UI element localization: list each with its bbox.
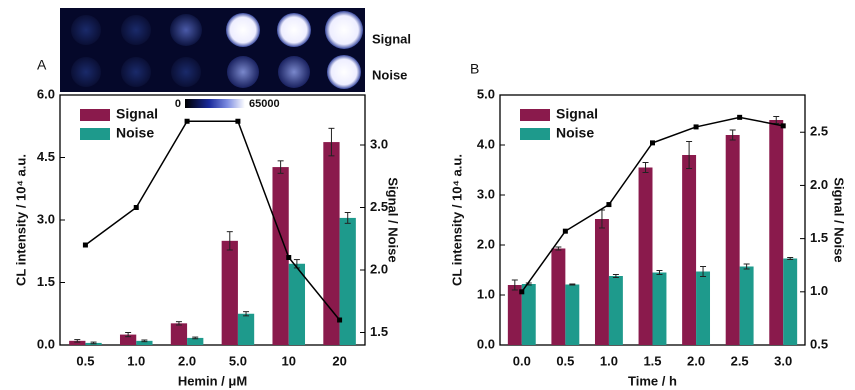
legend-label: Noise xyxy=(116,125,154,141)
x-tick-label: 0.5 xyxy=(556,353,574,368)
x-tick-label: 20 xyxy=(332,353,346,368)
legend-label: Signal xyxy=(556,106,598,122)
heatmap-image xyxy=(60,8,365,92)
y-tick-label: 0.0 xyxy=(477,336,495,351)
marker xyxy=(134,205,139,210)
y-tick-label: 1.0 xyxy=(477,286,495,301)
y-axis-title: CL intensity / 10⁴ a.u. xyxy=(449,154,464,286)
x-tick-label: 10 xyxy=(282,353,296,368)
y2-tick-label: 2.5 xyxy=(810,124,828,139)
bar xyxy=(769,120,783,345)
y-tick-label: 4.0 xyxy=(477,136,495,151)
x-tick-label: 5.0 xyxy=(229,353,247,368)
y2-tick-label: 3.0 xyxy=(370,136,388,151)
image-row-label: Noise xyxy=(372,67,407,82)
bar xyxy=(653,273,667,346)
x-tick-label: 1.0 xyxy=(127,353,145,368)
bar xyxy=(682,155,696,345)
legend-swatch xyxy=(80,109,110,121)
x-axis-title: Time / h xyxy=(628,373,677,388)
bar xyxy=(783,259,797,346)
x-tick-label: 3.0 xyxy=(774,353,792,368)
legend-swatch xyxy=(520,128,550,140)
error-bar xyxy=(569,284,575,285)
bar xyxy=(740,267,754,346)
bar xyxy=(639,168,653,346)
error-bar xyxy=(176,322,182,325)
y2-tick-label: 2.0 xyxy=(370,261,388,276)
y-tick-label: 6.0 xyxy=(37,86,55,101)
y2-tick-label: 2.0 xyxy=(810,177,828,192)
y2-tick-label: 2.5 xyxy=(370,199,388,214)
marker xyxy=(286,255,291,260)
colorbar-max: 65000 xyxy=(249,98,280,110)
y-tick-label: 0.0 xyxy=(37,336,55,351)
y2-tick-label: 1.0 xyxy=(810,283,828,298)
legend-swatch xyxy=(80,128,110,140)
y2-tick-label: 0.5 xyxy=(810,336,828,351)
y-tick-label: 1.5 xyxy=(37,274,55,289)
marker xyxy=(563,229,568,234)
bar xyxy=(551,249,565,346)
y2-axis-title: Signal / Noise xyxy=(832,177,847,262)
bar xyxy=(565,285,579,346)
colorbar xyxy=(185,99,245,108)
x-tick-label: 0.0 xyxy=(513,353,531,368)
bar xyxy=(171,323,187,345)
marker xyxy=(337,318,342,323)
colorbar-min: 0 xyxy=(175,98,181,110)
figure: 0 65000 Signal Noise A B 0.0 1.5 3.0 4.5 6.0… xyxy=(0,0,855,390)
bar xyxy=(609,276,623,345)
y-tick-label: 3.0 xyxy=(477,186,495,201)
marker xyxy=(781,123,786,128)
y2-axis-title: Signal / Noise xyxy=(386,177,401,262)
y-tick-label: 2.0 xyxy=(477,236,495,251)
bar xyxy=(323,142,339,345)
bar xyxy=(238,314,254,345)
x-tick-label: 1.0 xyxy=(600,353,618,368)
bar xyxy=(340,218,356,345)
y-tick-label: 5.0 xyxy=(477,86,495,101)
error-bar xyxy=(141,340,147,342)
bar xyxy=(726,135,740,345)
x-tick-label: 1.5 xyxy=(643,353,661,368)
y-axis-title: CL intensity / 10⁴ a.u. xyxy=(13,154,28,286)
panel-label: A xyxy=(37,57,47,73)
marker xyxy=(650,140,655,145)
marker xyxy=(737,115,742,120)
marker xyxy=(519,289,524,294)
marker xyxy=(694,124,699,129)
image-row-label: Signal xyxy=(372,31,411,46)
x-tick-label: 2.5 xyxy=(731,353,749,368)
bar xyxy=(696,272,710,346)
x-tick-label: 2.0 xyxy=(178,353,196,368)
x-tick-label: 0.5 xyxy=(76,353,94,368)
marker xyxy=(83,243,88,248)
bar xyxy=(222,241,238,345)
panel-label: B xyxy=(470,61,479,77)
y2-tick-label: 1.5 xyxy=(810,230,828,245)
bar xyxy=(595,219,609,345)
legend-label: Noise xyxy=(556,125,594,141)
y-tick-label: 3.0 xyxy=(37,211,55,226)
marker xyxy=(185,119,190,124)
x-tick-label: 2.0 xyxy=(687,353,705,368)
marker xyxy=(606,202,611,207)
y-tick-label: 4.5 xyxy=(37,149,55,164)
x-axis-title: Hemin / μM xyxy=(178,373,247,388)
legend-swatch xyxy=(520,109,550,121)
marker xyxy=(235,119,240,124)
legend-label: Signal xyxy=(116,106,158,122)
y2-tick-label: 1.5 xyxy=(370,324,388,339)
bar xyxy=(289,264,305,345)
